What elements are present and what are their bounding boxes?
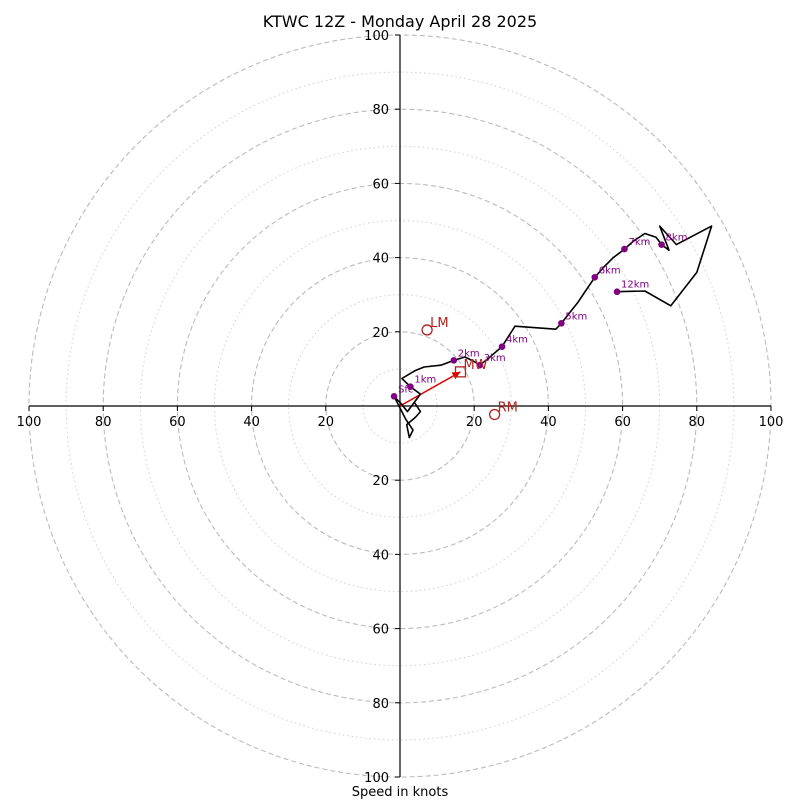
height-marker-dot [476, 361, 484, 369]
y-tick-label: 100 [364, 771, 389, 786]
storm-motion-label: MW [463, 358, 487, 373]
height-marker-dot [390, 393, 398, 400]
storm-motion-square [454, 366, 467, 378]
y-tick-label: 20 [372, 326, 389, 341]
height-marker-label: 4km [506, 335, 528, 346]
storm-motion-label: LM [430, 316, 448, 331]
y-tick-label: 20 [372, 474, 389, 489]
x-tick-label: 20 [318, 415, 335, 430]
x-tick-label: 40 [540, 415, 557, 430]
height-marker-label: 2km [458, 348, 480, 359]
x-axis-label: Speed in knots [352, 785, 449, 800]
height-marker-dot [450, 357, 458, 364]
storm-motion-circle [488, 408, 501, 421]
height-marker-dot [658, 241, 665, 248]
y-tick-label: 40 [372, 252, 389, 267]
x-tick-label: 80 [95, 415, 112, 430]
chart-title: KTWC 12Z - Monday April 28 2025 [263, 12, 537, 31]
height-marker-label: 5km [565, 311, 587, 322]
height-marker-label: Sfc [398, 384, 413, 395]
height-marker-label: 3km [484, 353, 506, 364]
height-marker-dot [558, 319, 565, 327]
height-marker-dot [591, 273, 599, 281]
x-tick-label: 60 [614, 415, 631, 430]
height-marker-label: 7km [628, 237, 650, 248]
storm-motion-label: RM [498, 401, 518, 416]
hodograph-trace [393, 225, 713, 413]
height-marker-dot [407, 383, 414, 391]
x-tick-label: 100 [759, 415, 784, 430]
height-marker-dot [621, 245, 628, 253]
storm-motion-markers: LM MW RM [421, 316, 518, 421]
x-tick-label: 20 [466, 415, 483, 430]
hodograph-trace-lower [393, 396, 422, 439]
height-marker-label: 6km [599, 265, 621, 276]
hodograph-trace-layer [393, 225, 713, 439]
x-tick-label: 60 [169, 415, 186, 430]
x-tick-label: 40 [243, 415, 260, 430]
height-marker-dot [498, 343, 506, 350]
x-tick-label: 80 [689, 415, 706, 430]
height-marker-label: 1km [414, 375, 436, 386]
height-marker-dot [613, 288, 621, 296]
y-tick-label: 60 [372, 623, 389, 638]
tick-labels: 100 80 60 40 20 20 40 60 80 100 100 80 60 40 20 20 40 60 8… [17, 29, 784, 786]
storm-motion-circle [421, 324, 433, 336]
y-tick-label: 100 [364, 29, 389, 44]
height-marker-label: 12km [621, 280, 649, 291]
height-marker-label: 8km [666, 233, 688, 244]
y-tick-label: 80 [372, 697, 389, 712]
x-tick-label: 100 [17, 415, 42, 430]
y-tick-label: 80 [372, 103, 389, 118]
y-tick-label: 60 [372, 177, 389, 192]
y-tick-label: 40 [372, 548, 389, 563]
shear-vector [399, 371, 461, 407]
